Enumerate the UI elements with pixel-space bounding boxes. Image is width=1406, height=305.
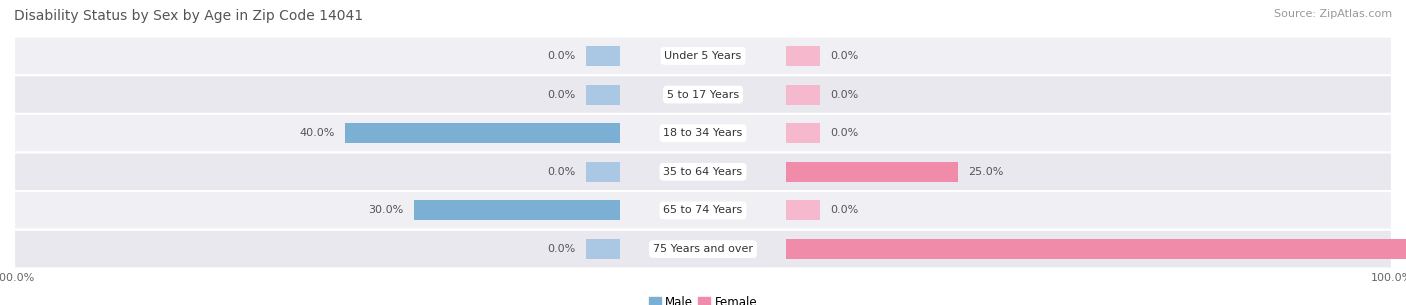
Bar — [586, 46, 620, 66]
Text: Disability Status by Sex by Age in Zip Code 14041: Disability Status by Sex by Age in Zip C… — [14, 9, 363, 23]
Bar — [786, 123, 820, 143]
Bar — [786, 46, 820, 66]
Text: Source: ZipAtlas.com: Source: ZipAtlas.com — [1274, 9, 1392, 19]
Bar — [413, 200, 620, 221]
Text: 25.0%: 25.0% — [969, 167, 1004, 177]
Text: 5 to 17 Years: 5 to 17 Years — [666, 90, 740, 99]
Text: 0.0%: 0.0% — [547, 167, 575, 177]
FancyBboxPatch shape — [14, 152, 1392, 191]
Bar — [586, 162, 620, 182]
Bar — [786, 162, 957, 182]
Text: 0.0%: 0.0% — [547, 244, 575, 254]
Bar — [586, 84, 620, 105]
Text: 0.0%: 0.0% — [547, 90, 575, 99]
Bar — [586, 239, 620, 259]
Text: 18 to 34 Years: 18 to 34 Years — [664, 128, 742, 138]
Text: 0.0%: 0.0% — [831, 51, 859, 61]
Bar — [786, 239, 1406, 259]
FancyBboxPatch shape — [14, 230, 1392, 268]
Text: 30.0%: 30.0% — [368, 206, 404, 215]
Text: 0.0%: 0.0% — [831, 90, 859, 99]
Text: 40.0%: 40.0% — [299, 128, 335, 138]
FancyBboxPatch shape — [14, 37, 1392, 75]
Text: 0.0%: 0.0% — [547, 51, 575, 61]
Text: 35 to 64 Years: 35 to 64 Years — [664, 167, 742, 177]
Bar — [786, 200, 820, 221]
FancyBboxPatch shape — [14, 75, 1392, 114]
Text: Under 5 Years: Under 5 Years — [665, 51, 741, 61]
Bar — [786, 84, 820, 105]
Bar — [344, 123, 620, 143]
Text: 0.0%: 0.0% — [831, 206, 859, 215]
Legend: Male, Female: Male, Female — [644, 291, 762, 305]
FancyBboxPatch shape — [14, 114, 1392, 152]
FancyBboxPatch shape — [14, 191, 1392, 230]
Text: 0.0%: 0.0% — [831, 128, 859, 138]
Text: 65 to 74 Years: 65 to 74 Years — [664, 206, 742, 215]
Text: 75 Years and over: 75 Years and over — [652, 244, 754, 254]
